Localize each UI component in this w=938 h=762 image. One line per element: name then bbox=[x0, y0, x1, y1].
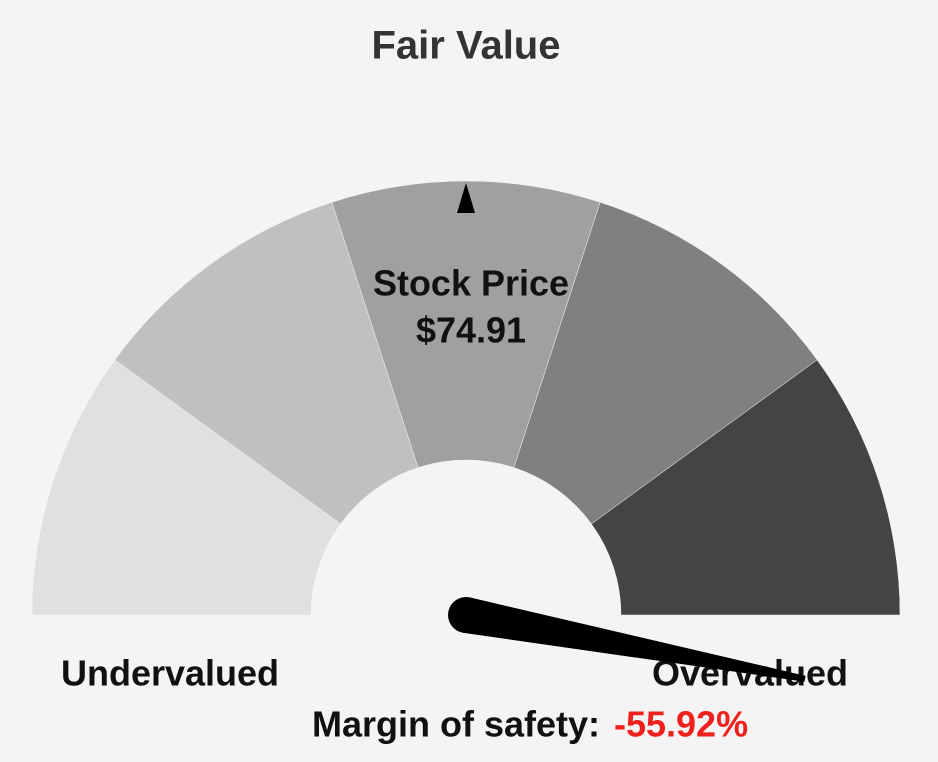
gauge-band bbox=[591, 359, 901, 616]
low-label: Undervalued bbox=[61, 653, 279, 694]
gauge-band bbox=[513, 201, 818, 525]
needle-group bbox=[448, 597, 806, 682]
price-marker bbox=[457, 183, 475, 213]
marker-value: $74.91 bbox=[416, 310, 526, 351]
needle bbox=[462, 597, 806, 682]
needle-hub bbox=[448, 597, 484, 633]
gauge-band bbox=[331, 180, 601, 468]
gauge-band bbox=[31, 359, 341, 616]
marker-label: Stock Price bbox=[373, 263, 569, 304]
gauge-band bbox=[114, 201, 419, 525]
chart-title: Fair Value bbox=[372, 24, 561, 68]
margin-label: Margin of safety: bbox=[312, 704, 600, 745]
margin-value: -55.92% bbox=[614, 704, 748, 745]
gauge-bands bbox=[31, 180, 901, 616]
